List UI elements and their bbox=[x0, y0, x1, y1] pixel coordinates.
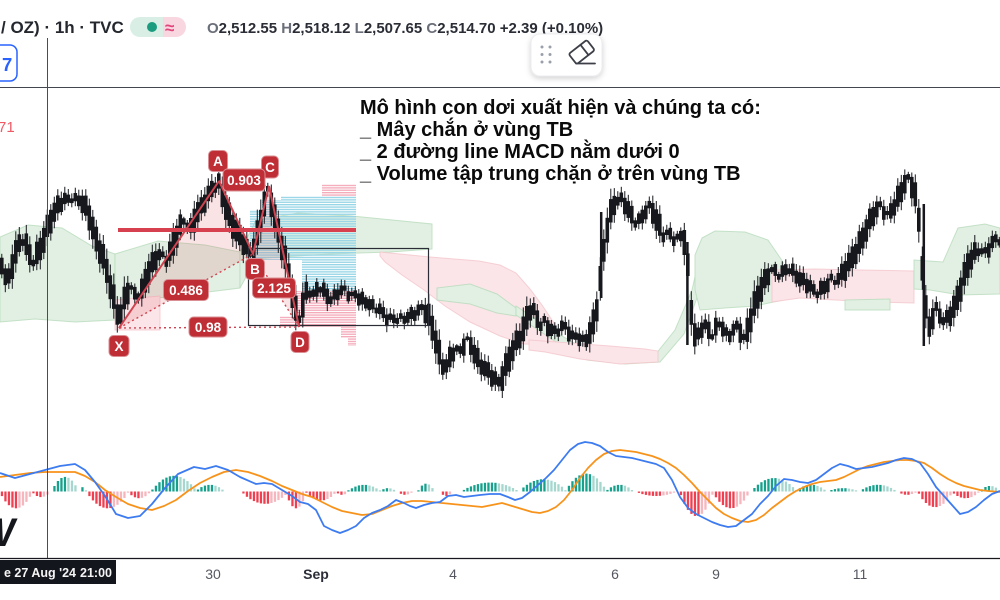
svg-text:e 27 Aug '24: e 27 Aug '24 bbox=[4, 566, 76, 580]
svg-text:/ OZ) · 1h · TVC: / OZ) · 1h · TVC bbox=[1, 18, 124, 37]
svg-text:_ Mây chắn ở vùng TB: _ Mây chắn ở vùng TB bbox=[359, 117, 573, 141]
svg-text:A: A bbox=[213, 154, 223, 169]
svg-text:≈: ≈ bbox=[165, 19, 174, 38]
svg-text:O2,512.55 H2,518.12 L2,507.65: O2,512.55 H2,518.12 L2,507.65 C2,514.70 … bbox=[207, 20, 603, 37]
svg-text:W: W bbox=[0, 511, 18, 555]
svg-text:0.903: 0.903 bbox=[227, 173, 261, 188]
svg-text:2.125: 2.125 bbox=[257, 281, 291, 296]
svg-text:11: 11 bbox=[853, 566, 868, 582]
svg-text:Mô hình con dơi xuất hiện và c: Mô hình con dơi xuất hiện và chúng ta có… bbox=[360, 97, 761, 119]
svg-text:B: B bbox=[250, 262, 260, 277]
svg-text:_ 2 đường line MACD nằm dưới 0: _ 2 đường line MACD nằm dưới 0 bbox=[359, 139, 680, 163]
svg-text:0.98: 0.98 bbox=[195, 320, 222, 335]
svg-text:0.486: 0.486 bbox=[169, 283, 203, 298]
svg-text:9: 9 bbox=[712, 566, 720, 582]
svg-text:21:00: 21:00 bbox=[80, 566, 112, 580]
svg-text:Sep: Sep bbox=[303, 566, 329, 582]
svg-text:30: 30 bbox=[205, 566, 221, 582]
svg-text:D: D bbox=[295, 335, 305, 350]
svg-text:X: X bbox=[114, 339, 123, 354]
svg-text:_ Volume tập trung chặn ở trên: _ Volume tập trung chặn ở trên vùng TB bbox=[359, 163, 741, 185]
svg-text:C: C bbox=[265, 160, 275, 175]
svg-text:71: 71 bbox=[0, 119, 15, 136]
svg-text:6: 6 bbox=[611, 566, 619, 582]
svg-text:7: 7 bbox=[2, 54, 12, 75]
svg-text:4: 4 bbox=[449, 566, 457, 582]
